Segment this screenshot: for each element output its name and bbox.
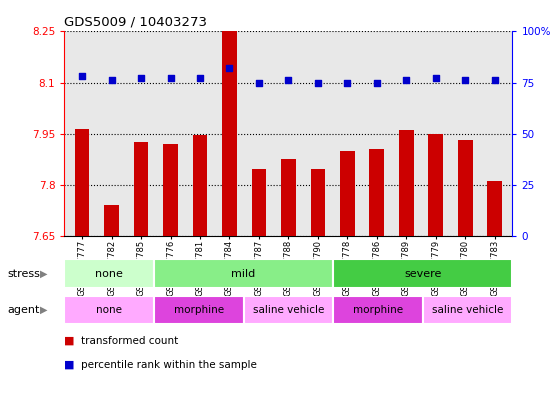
Bar bbox=[222, 28, 237, 236]
Point bbox=[195, 75, 204, 82]
Point bbox=[137, 75, 146, 82]
Point bbox=[461, 77, 470, 84]
Text: morphine: morphine bbox=[353, 305, 403, 315]
Bar bbox=[399, 130, 414, 236]
Text: ■: ■ bbox=[64, 360, 75, 369]
Bar bbox=[74, 129, 90, 236]
Text: saline vehicle: saline vehicle bbox=[253, 305, 324, 315]
Point bbox=[343, 79, 352, 86]
Bar bbox=[333, 296, 423, 324]
Bar bbox=[340, 151, 354, 236]
Bar bbox=[64, 296, 154, 324]
Bar bbox=[487, 181, 502, 236]
Point bbox=[225, 65, 234, 72]
Text: agent: agent bbox=[7, 305, 40, 315]
Bar bbox=[163, 144, 178, 236]
Bar bbox=[458, 140, 473, 236]
Bar bbox=[154, 296, 244, 324]
Text: GDS5009 / 10403273: GDS5009 / 10403273 bbox=[64, 16, 207, 29]
Text: percentile rank within the sample: percentile rank within the sample bbox=[81, 360, 257, 369]
Point bbox=[166, 75, 175, 82]
Point bbox=[431, 75, 440, 82]
Bar bbox=[251, 169, 267, 236]
Point bbox=[284, 77, 293, 84]
Point bbox=[490, 77, 499, 84]
Text: mild: mild bbox=[231, 268, 256, 279]
Bar bbox=[370, 149, 384, 236]
Text: ■: ■ bbox=[64, 336, 75, 346]
Text: morphine: morphine bbox=[174, 305, 224, 315]
Bar bbox=[423, 296, 512, 324]
Point bbox=[372, 79, 381, 86]
Text: saline vehicle: saline vehicle bbox=[432, 305, 503, 315]
Bar bbox=[104, 205, 119, 236]
Text: ▶: ▶ bbox=[40, 268, 48, 279]
Point bbox=[254, 79, 263, 86]
Bar bbox=[333, 259, 512, 288]
Point bbox=[402, 77, 411, 84]
Bar bbox=[310, 169, 325, 236]
Point bbox=[107, 77, 116, 84]
Bar bbox=[154, 259, 333, 288]
Bar bbox=[134, 142, 148, 236]
Bar bbox=[281, 159, 296, 236]
Point bbox=[78, 73, 87, 79]
Text: transformed count: transformed count bbox=[81, 336, 179, 346]
Bar bbox=[244, 296, 333, 324]
Bar bbox=[428, 134, 443, 236]
Text: severe: severe bbox=[404, 268, 441, 279]
Bar bbox=[64, 259, 154, 288]
Text: ▶: ▶ bbox=[40, 305, 48, 315]
Text: stress: stress bbox=[7, 268, 40, 279]
Point bbox=[314, 79, 323, 86]
Text: none: none bbox=[96, 305, 122, 315]
Bar bbox=[193, 135, 207, 236]
Text: none: none bbox=[95, 268, 123, 279]
